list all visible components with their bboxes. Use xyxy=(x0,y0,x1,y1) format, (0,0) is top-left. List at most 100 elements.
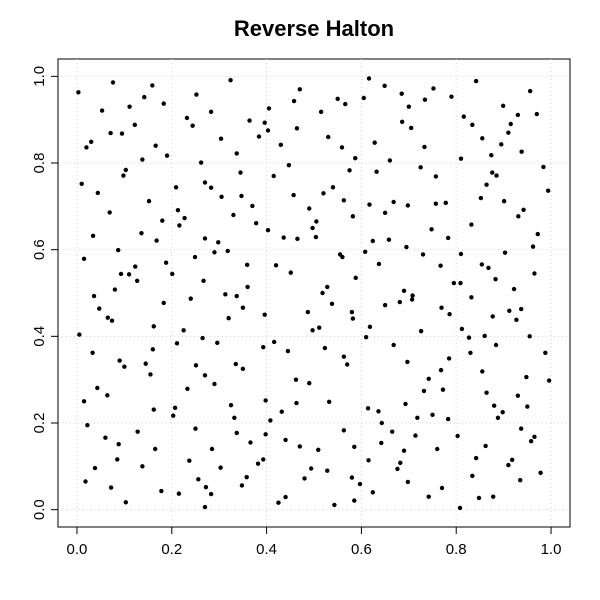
point xyxy=(92,465,98,471)
point xyxy=(518,426,524,431)
x-tick-label: 0.8 xyxy=(446,541,467,558)
point xyxy=(489,153,494,158)
point xyxy=(261,457,266,462)
point xyxy=(484,182,489,187)
point xyxy=(253,221,259,226)
point xyxy=(484,390,489,395)
point xyxy=(470,122,475,128)
point xyxy=(140,157,145,162)
point xyxy=(430,412,435,417)
point xyxy=(363,335,369,340)
point xyxy=(285,348,291,354)
y-tick-label: 1.0 xyxy=(31,66,48,87)
point xyxy=(341,428,347,433)
point xyxy=(293,377,299,382)
point xyxy=(248,440,253,445)
point xyxy=(185,386,190,391)
point xyxy=(546,378,552,383)
point xyxy=(262,312,267,317)
point xyxy=(245,284,250,290)
point xyxy=(321,191,326,196)
point xyxy=(159,488,164,494)
point xyxy=(187,458,192,463)
point xyxy=(458,280,463,286)
point xyxy=(262,120,267,125)
point xyxy=(314,219,319,224)
point xyxy=(350,214,356,219)
point xyxy=(403,401,408,407)
point xyxy=(469,295,474,300)
point xyxy=(499,142,504,147)
point xyxy=(433,174,439,179)
point xyxy=(458,156,464,161)
point xyxy=(151,324,156,329)
point xyxy=(405,359,410,365)
point xyxy=(294,126,300,131)
point xyxy=(483,443,488,449)
point xyxy=(469,222,474,227)
point xyxy=(283,437,288,443)
point xyxy=(256,134,262,139)
point xyxy=(288,270,293,275)
point xyxy=(438,263,443,268)
point xyxy=(329,301,335,307)
point xyxy=(532,434,537,440)
point xyxy=(401,448,407,453)
point xyxy=(502,250,508,255)
point xyxy=(276,500,281,505)
point xyxy=(294,400,299,406)
point xyxy=(226,315,231,321)
point xyxy=(318,109,324,115)
point xyxy=(439,485,445,491)
point xyxy=(494,173,499,178)
y-tick-label: 0.4 xyxy=(31,326,48,347)
point xyxy=(404,244,409,250)
point xyxy=(90,350,95,355)
point xyxy=(261,344,266,350)
point xyxy=(190,123,195,128)
point xyxy=(88,139,94,144)
point xyxy=(335,96,340,102)
point xyxy=(228,403,234,408)
point xyxy=(244,262,250,268)
point xyxy=(117,358,122,363)
point xyxy=(495,415,501,420)
point xyxy=(399,91,404,96)
point xyxy=(250,203,255,209)
point xyxy=(514,317,519,323)
point xyxy=(215,340,220,346)
point xyxy=(81,256,87,261)
point xyxy=(382,302,388,308)
point xyxy=(343,101,348,107)
point xyxy=(192,254,198,260)
point xyxy=(271,173,276,179)
point xyxy=(480,136,485,141)
point xyxy=(174,341,180,346)
point xyxy=(466,335,472,340)
point xyxy=(366,76,372,81)
point xyxy=(255,461,261,466)
point xyxy=(518,306,524,312)
point xyxy=(501,198,507,204)
point xyxy=(313,234,319,240)
point xyxy=(152,446,158,452)
point xyxy=(297,444,302,449)
point xyxy=(386,237,392,242)
point xyxy=(387,158,393,163)
point xyxy=(194,92,199,97)
point xyxy=(398,460,403,466)
point xyxy=(239,483,245,488)
x-tick-label: 0.4 xyxy=(256,541,277,558)
point xyxy=(265,128,271,133)
point xyxy=(232,415,237,420)
point xyxy=(219,194,224,199)
point xyxy=(77,332,82,337)
point xyxy=(470,473,475,479)
point xyxy=(160,218,165,223)
x-tick-label: 0.6 xyxy=(351,541,372,558)
point xyxy=(341,354,347,359)
point xyxy=(405,203,411,208)
point xyxy=(491,403,497,408)
point xyxy=(527,334,532,339)
point xyxy=(134,278,140,284)
